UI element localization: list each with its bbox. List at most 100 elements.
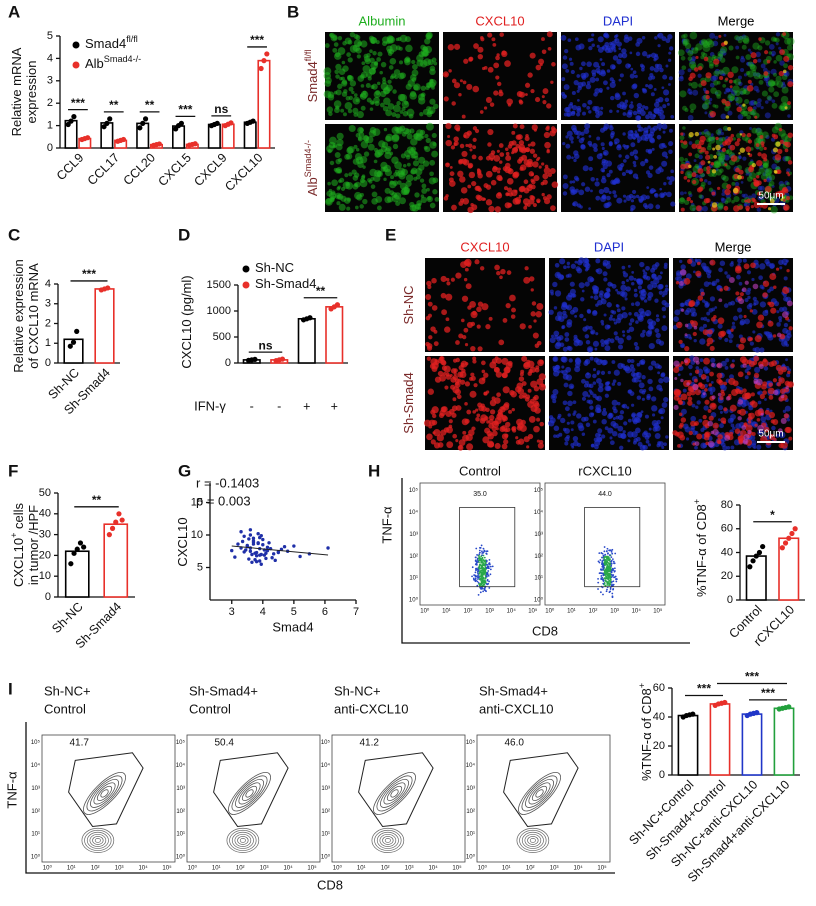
signal <box>643 274 649 280</box>
signal <box>603 277 608 282</box>
signal <box>467 184 472 189</box>
signal <box>665 64 669 68</box>
signal <box>780 133 789 141</box>
signal <box>645 313 649 317</box>
signal <box>695 143 702 150</box>
signal <box>616 109 620 113</box>
signal <box>648 365 654 371</box>
gate-value: 46.0 <box>505 737 525 748</box>
signal <box>670 201 676 207</box>
signal <box>688 82 692 86</box>
signal <box>446 277 450 282</box>
signal <box>469 301 476 308</box>
signal <box>741 110 748 117</box>
signal <box>635 427 641 434</box>
y-axis-title-line-part: Relative expression <box>11 259 26 372</box>
signal <box>478 377 486 385</box>
signal <box>326 106 333 113</box>
signal <box>475 417 480 422</box>
signal <box>470 321 476 327</box>
data-point <box>754 710 760 716</box>
data-point <box>113 519 119 525</box>
event <box>606 558 609 561</box>
contour <box>386 785 403 801</box>
signal <box>446 281 451 286</box>
event <box>600 575 603 577</box>
bar <box>325 306 344 364</box>
data-point <box>178 120 185 126</box>
signal <box>760 196 765 201</box>
signal <box>695 205 702 212</box>
y-tick-label: 50 <box>39 487 51 499</box>
signal <box>441 309 448 316</box>
flow-tick-label: 10⁰ <box>545 608 555 615</box>
flow-tick-label: 10⁵ <box>597 865 607 872</box>
signal <box>639 261 645 268</box>
signal <box>641 105 646 109</box>
signal <box>721 136 726 142</box>
event <box>606 570 609 573</box>
signal <box>501 443 508 450</box>
signal <box>650 280 654 285</box>
signal <box>700 262 707 268</box>
signal <box>605 202 611 208</box>
signal <box>684 346 690 352</box>
signal <box>453 82 461 89</box>
signal <box>711 202 718 208</box>
signal <box>720 197 725 201</box>
signal <box>734 266 742 274</box>
signal <box>494 206 501 213</box>
signal <box>464 343 469 347</box>
signal <box>724 337 729 343</box>
signal <box>444 326 451 333</box>
signal <box>557 274 564 281</box>
signal <box>323 67 332 75</box>
signal <box>687 49 694 57</box>
signal <box>738 169 744 175</box>
signal <box>779 388 786 394</box>
signal <box>729 95 735 101</box>
signal <box>467 143 473 149</box>
signal <box>468 429 475 436</box>
signal <box>621 171 627 177</box>
flow-tick-label: 10³ <box>176 786 185 792</box>
signal <box>762 162 769 169</box>
flow-tick-label: 10⁰ <box>478 865 488 872</box>
signal <box>389 58 397 65</box>
x-tick-label: 3 <box>229 606 235 618</box>
y-axis-title-line-part: CXCL10 <box>175 517 190 566</box>
signal <box>728 277 735 283</box>
signal <box>722 125 729 131</box>
data-point <box>690 711 696 717</box>
signal <box>781 86 789 94</box>
signal <box>748 302 753 308</box>
signal <box>772 334 777 338</box>
signal <box>640 161 646 167</box>
signal <box>431 150 439 158</box>
signal <box>399 110 404 114</box>
signal <box>644 106 649 110</box>
signal <box>374 100 380 106</box>
event <box>487 567 490 569</box>
flow-tick-label: 10⁵ <box>466 739 476 746</box>
signal <box>564 332 570 337</box>
signal <box>756 159 763 167</box>
signal <box>708 101 712 105</box>
signal <box>663 265 668 270</box>
signal <box>750 159 754 163</box>
signal <box>751 193 757 199</box>
signal <box>663 182 667 186</box>
signal <box>694 153 700 159</box>
signal <box>586 372 590 376</box>
signal <box>569 61 574 66</box>
event <box>609 578 612 580</box>
signal <box>711 169 717 174</box>
signal <box>701 131 705 135</box>
signal <box>775 433 780 438</box>
signal <box>741 425 747 431</box>
signal <box>650 52 657 58</box>
signal <box>546 125 550 129</box>
signal <box>709 391 714 395</box>
signal <box>746 70 754 78</box>
signal <box>433 341 439 347</box>
